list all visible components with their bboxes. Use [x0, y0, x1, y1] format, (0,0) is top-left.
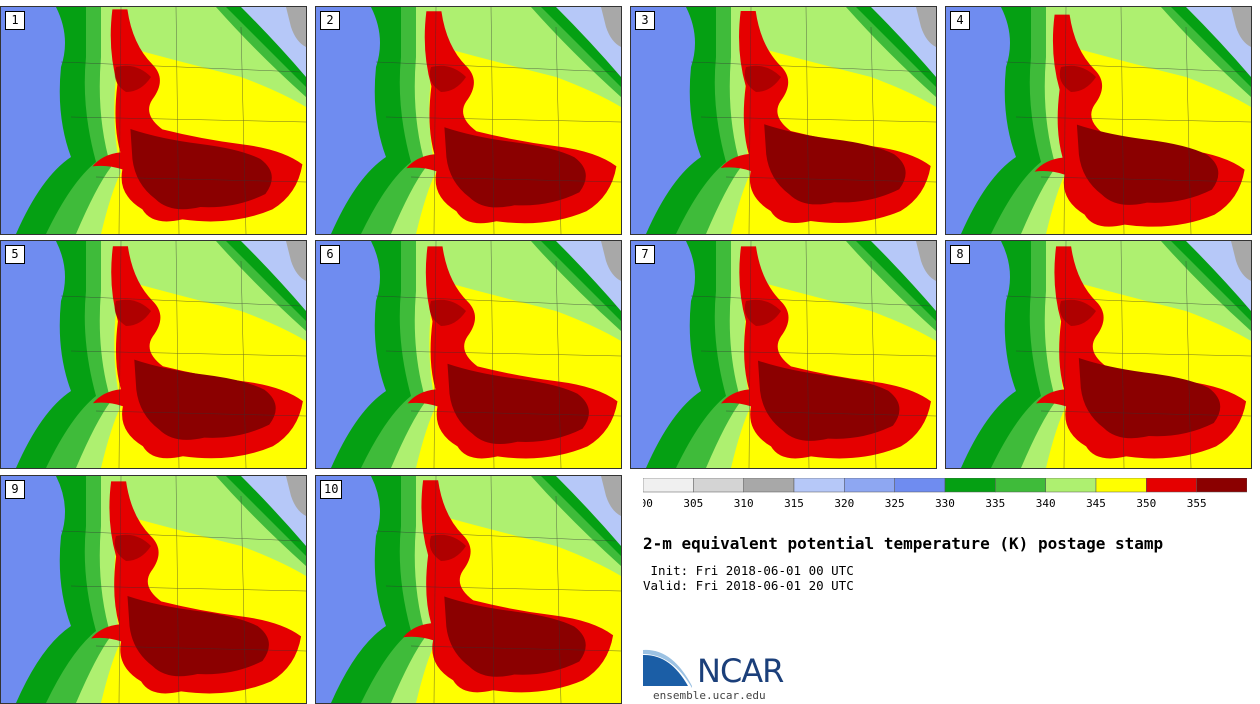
panel-number-label: 10 [320, 480, 343, 499]
colorbar-tick-label: 325 [885, 497, 905, 508]
colorbar-tick-label: 320 [834, 497, 854, 508]
colorbar-tick-label: 350 [1136, 497, 1156, 508]
colorbar-swatch [793, 478, 845, 493]
panel-number-label: 8 [950, 245, 970, 264]
ncar-logo-icon [642, 646, 792, 691]
colorbar-swatch [844, 478, 895, 493]
colorbar-swatch [1095, 478, 1147, 493]
panel-number-label: 6 [320, 245, 340, 264]
colorbar-swatch [894, 478, 946, 493]
ensemble-member-map-10: 10 [315, 475, 622, 704]
panel-number-label: 9 [5, 480, 25, 499]
panel-number-label: 4 [950, 11, 970, 30]
ensemble-member-map-8: 8 [945, 240, 1252, 469]
ensemble-member-map-3: 3 [630, 6, 937, 235]
colorbar-swatch [743, 478, 795, 493]
colorbar-tick-label: 340 [1036, 497, 1056, 508]
ensemble-member-map-1: 1 [0, 6, 307, 235]
panel-number-label: 1 [5, 11, 25, 30]
colorbar-tick-label: 330 [935, 497, 955, 508]
colorbar-tick-label: 310 [734, 497, 754, 508]
ensemble-member-map-2: 2 [315, 6, 622, 235]
panel-number-label: 2 [320, 11, 340, 30]
colorbar-swatch [1045, 478, 1097, 493]
colorbar-tick-label: 345 [1086, 497, 1106, 508]
colorbar: 300 305 310 315 320 325 330 335 340 345 350 355 [643, 478, 1247, 508]
colorbar-swatch [643, 478, 694, 493]
init-time: Init: Fri 2018-06-01 00 UTC [643, 563, 854, 578]
ensemble-member-map-4: 4 [945, 6, 1252, 235]
ncar-logo-text: NCAR [697, 652, 784, 690]
colorbar-tick-label: 305 [683, 497, 703, 508]
colorbar-tick-label: 355 [1187, 497, 1207, 508]
panel-number-label: 3 [635, 11, 655, 30]
panel-number-label: 7 [635, 245, 655, 264]
colorbar-tick-label: 315 [784, 497, 804, 508]
ensemble-member-map-6: 6 [315, 240, 622, 469]
colorbar-swatch [693, 478, 744, 493]
panel-number-label: 5 [5, 245, 25, 264]
colorbar-swatch [995, 478, 1046, 493]
site-url: ensemble.ucar.edu [653, 689, 766, 702]
colorbar-swatch [1196, 478, 1247, 493]
map-title: 2-m equivalent potential temperature (K)… [643, 534, 1164, 553]
valid-time: Valid: Fri 2018-06-01 20 UTC [643, 578, 854, 593]
ensemble-member-map-9: 9 [0, 475, 307, 704]
colorbar-tick-label: 300 [643, 497, 653, 508]
colorbar-swatch [1146, 478, 1197, 493]
colorbar-tick-label: 335 [985, 497, 1005, 508]
ensemble-member-map-5: 5 [0, 240, 307, 469]
colorbar-swatch [944, 478, 996, 493]
ensemble-member-map-7: 7 [630, 240, 937, 469]
